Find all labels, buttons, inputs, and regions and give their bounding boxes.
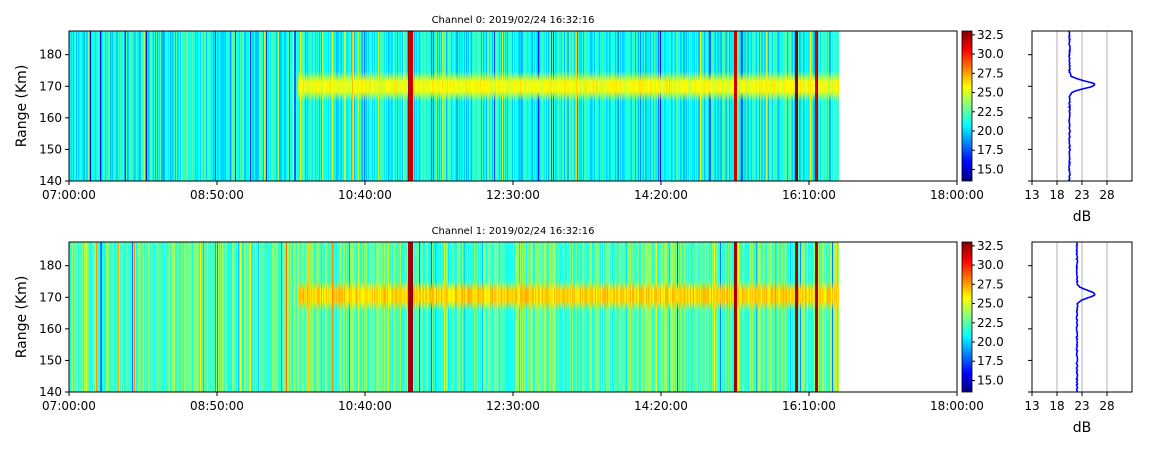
panel-title: Channel 0: 2019/02/24 16:32:16 bbox=[432, 15, 595, 26]
profile-line bbox=[1067, 31, 1096, 182]
x-tick-label: 18:00:00 bbox=[930, 399, 984, 413]
x-tick-label: 07:00:00 bbox=[42, 399, 96, 413]
y-axis-label: Range (Km) bbox=[14, 65, 30, 148]
profile-x-tick-label: 23 bbox=[1074, 399, 1089, 413]
colorbar-tick-label: 32.5 bbox=[977, 239, 1004, 253]
panel-title: Channel 1: 2019/02/24 16:32:16 bbox=[432, 226, 595, 237]
colorbar-tick-label: 20.0 bbox=[977, 335, 1004, 349]
colorbar bbox=[961, 30, 973, 182]
colorbar-tick-label: 22.5 bbox=[977, 105, 1004, 119]
profile-x-tick-label: 18 bbox=[1049, 399, 1064, 413]
y-tick-label: 160 bbox=[39, 322, 62, 336]
x-tick-label: 18:00:00 bbox=[930, 188, 984, 202]
x-tick-label: 07:00:00 bbox=[42, 188, 96, 202]
x-tick-label: 10:40:00 bbox=[338, 399, 392, 413]
profile-x-tick-label: 13 bbox=[1024, 399, 1039, 413]
profile-x-tick-label: 28 bbox=[1099, 188, 1114, 202]
colorbar-tick-label: 15.0 bbox=[977, 162, 1004, 176]
channel-panel-1: Channel 1: 2019/02/24 16:32:16 07:00:00 08… bbox=[14, 226, 1133, 436]
colorbar-tick-label: 17.5 bbox=[977, 143, 1004, 157]
colorbar-tick-label: 15.0 bbox=[977, 373, 1004, 387]
y-tick-label: 150 bbox=[39, 142, 62, 156]
y-tick-label: 170 bbox=[39, 290, 62, 304]
y-tick-label: 140 bbox=[39, 385, 62, 399]
colorbar-tick-label: 20.0 bbox=[977, 124, 1004, 138]
x-tick-label: 16:10:00 bbox=[782, 399, 836, 413]
colorbar-tick-label: 27.5 bbox=[977, 66, 1004, 80]
x-tick-label: 12:30:00 bbox=[486, 399, 540, 413]
profile-x-tick-label: 28 bbox=[1099, 399, 1114, 413]
y-axis-label: Range (Km) bbox=[14, 276, 30, 359]
y-tick-label: 170 bbox=[39, 79, 62, 93]
heatmap bbox=[69, 242, 840, 392]
profile-x-tick-label: 23 bbox=[1074, 188, 1089, 202]
x-tick-label: 12:30:00 bbox=[486, 188, 540, 202]
y-tick-label: 180 bbox=[39, 259, 62, 273]
colorbar-tick-label: 17.5 bbox=[977, 354, 1004, 368]
colorbar-tick-label: 22.5 bbox=[977, 316, 1004, 330]
colorbar-tick-label: 30.0 bbox=[977, 47, 1004, 61]
y-tick-label: 180 bbox=[39, 48, 62, 62]
colorbar-tick-label: 32.5 bbox=[977, 28, 1004, 42]
x-tick-label: 14:20:00 bbox=[634, 188, 688, 202]
colorbar-tick-label: 27.5 bbox=[977, 277, 1004, 291]
x-tick-label: 08:50:00 bbox=[190, 188, 244, 202]
colorbar-tick-label: 30.0 bbox=[977, 258, 1004, 272]
profile-line bbox=[1075, 241, 1096, 393]
y-tick-label: 140 bbox=[39, 174, 62, 188]
colorbar bbox=[961, 241, 973, 393]
y-tick-label: 160 bbox=[39, 111, 62, 125]
x-tick-label: 16:10:00 bbox=[782, 188, 836, 202]
profile-x-axis-label: dB bbox=[1073, 209, 1092, 225]
profile-x-tick-label: 13 bbox=[1024, 188, 1039, 202]
channel-panel-0: Channel 0: 2019/02/24 16:32:16 07:00:00 08… bbox=[14, 15, 1133, 225]
x-tick-label: 10:40:00 bbox=[338, 188, 392, 202]
x-tick-label: 08:50:00 bbox=[190, 399, 244, 413]
heatmap bbox=[69, 31, 840, 181]
x-tick-label: 14:20:00 bbox=[634, 399, 688, 413]
y-tick-label: 150 bbox=[39, 353, 62, 367]
profile-x-axis-label: dB bbox=[1073, 420, 1092, 436]
profile-x-tick-label: 18 bbox=[1049, 188, 1064, 202]
colorbar-tick-label: 25.0 bbox=[977, 297, 1004, 311]
colorbar-tick-label: 25.0 bbox=[977, 86, 1004, 100]
